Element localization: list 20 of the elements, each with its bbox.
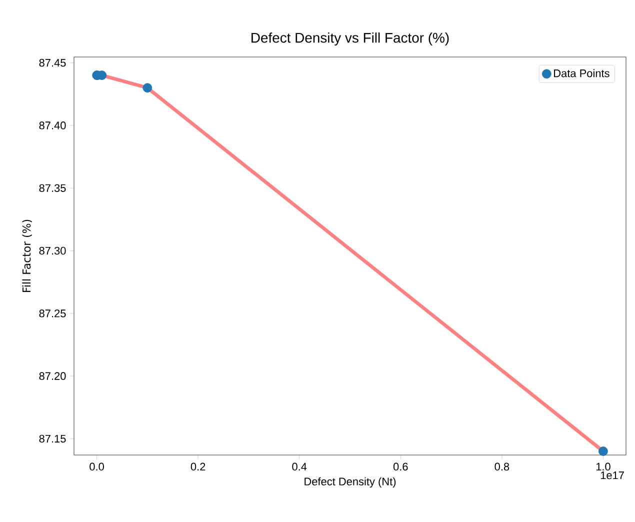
y-tick-label: 87.30 [39, 246, 66, 255]
chart-title: Defect Density vs Fill Factor (%) [252, 32, 449, 46]
legend-label: Data Points [554, 69, 610, 78]
y-tick-label: 87.35 [39, 184, 66, 192]
y-tick-label: 87.20 [39, 372, 66, 380]
y-tick-label: 87.15 [39, 434, 66, 443]
point [142, 83, 152, 93]
x-tick-label: 0.8 [494, 462, 510, 471]
x-tick-label: 1.0 [596, 462, 610, 471]
y-axis-title: Fill Factor (%) [22, 220, 32, 292]
y-tick-label: 87.25 [39, 310, 66, 318]
y-tick-label: 87.45 [39, 58, 66, 67]
x-axis-title: Defect Density (Nt) [304, 477, 396, 488]
x-tick-label: 0.0 [90, 462, 104, 471]
point [598, 446, 608, 456]
text: 1e17 [600, 472, 624, 480]
x-tick-label: 0.2 [190, 462, 206, 471]
x-tick-label: 0.4 [292, 462, 307, 471]
x-tick-label: 0.6 [393, 462, 408, 471]
y-tick-label: 87.40 [39, 122, 66, 130]
